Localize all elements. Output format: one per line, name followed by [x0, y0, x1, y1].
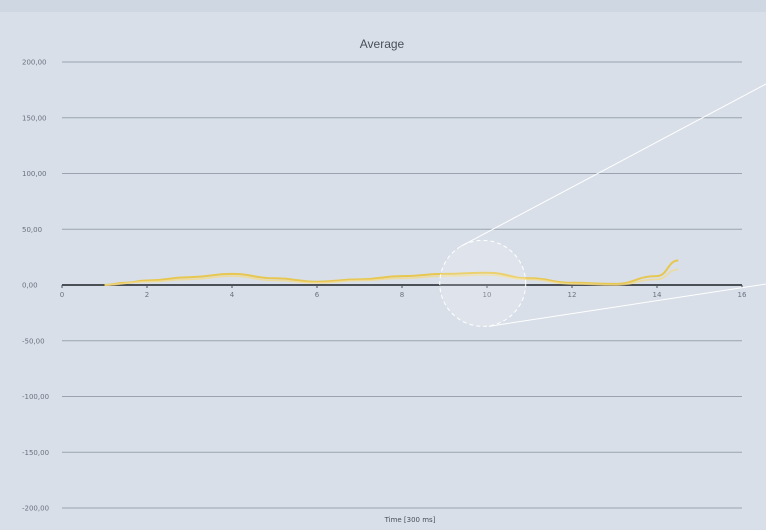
x-tick-label: 4: [230, 291, 235, 299]
x-axis-title: Time [300 ms]: [384, 516, 436, 524]
tick-layer: -200,00 -150,00 -100,00 -50,00 0,00 50,00 100,…: [22, 59, 747, 513]
x-tick-label: 8: [400, 291, 404, 299]
y-tick-label: -200,00: [22, 505, 49, 513]
top-bar: [0, 0, 766, 12]
chart-panel: Average -200,00 -150,00 -100,00 -50,00 0,00 5…: [0, 12, 766, 530]
y-tick-label: -100,00: [22, 393, 49, 401]
line-chart: Average -200,00 -150,00 -100,00 -50,00 0,00 5…: [22, 37, 766, 524]
chart-title: Average: [360, 37, 405, 51]
magnifier-connector: [460, 83, 766, 247]
magnifier-annotation: [439, 83, 766, 327]
series-line-1: [104, 259, 679, 286]
x-tick-label: 12: [568, 291, 577, 299]
y-tick-label: -50,00: [22, 337, 45, 345]
x-tick-label: 16: [738, 291, 747, 299]
series-line-2: [104, 268, 679, 286]
x-tick-label: 10: [483, 291, 492, 299]
x-tick-label: 14: [653, 291, 662, 299]
y-tick-label: 200,00: [22, 59, 47, 67]
series-layer: [104, 259, 679, 286]
x-tick-label: 0: [60, 291, 64, 299]
x-tick-label: 2: [145, 291, 149, 299]
y-tick-label: 100,00: [22, 170, 47, 178]
magnifier-connector: [488, 283, 766, 327]
y-tick-label: -150,00: [22, 449, 49, 457]
x-tick-label: 6: [315, 291, 320, 299]
y-tick-label: 150,00: [22, 114, 47, 122]
y-tick-label: 50,00: [22, 226, 42, 234]
magnifier-circle: [439, 239, 527, 327]
y-tick-label: 0,00: [22, 282, 38, 290]
